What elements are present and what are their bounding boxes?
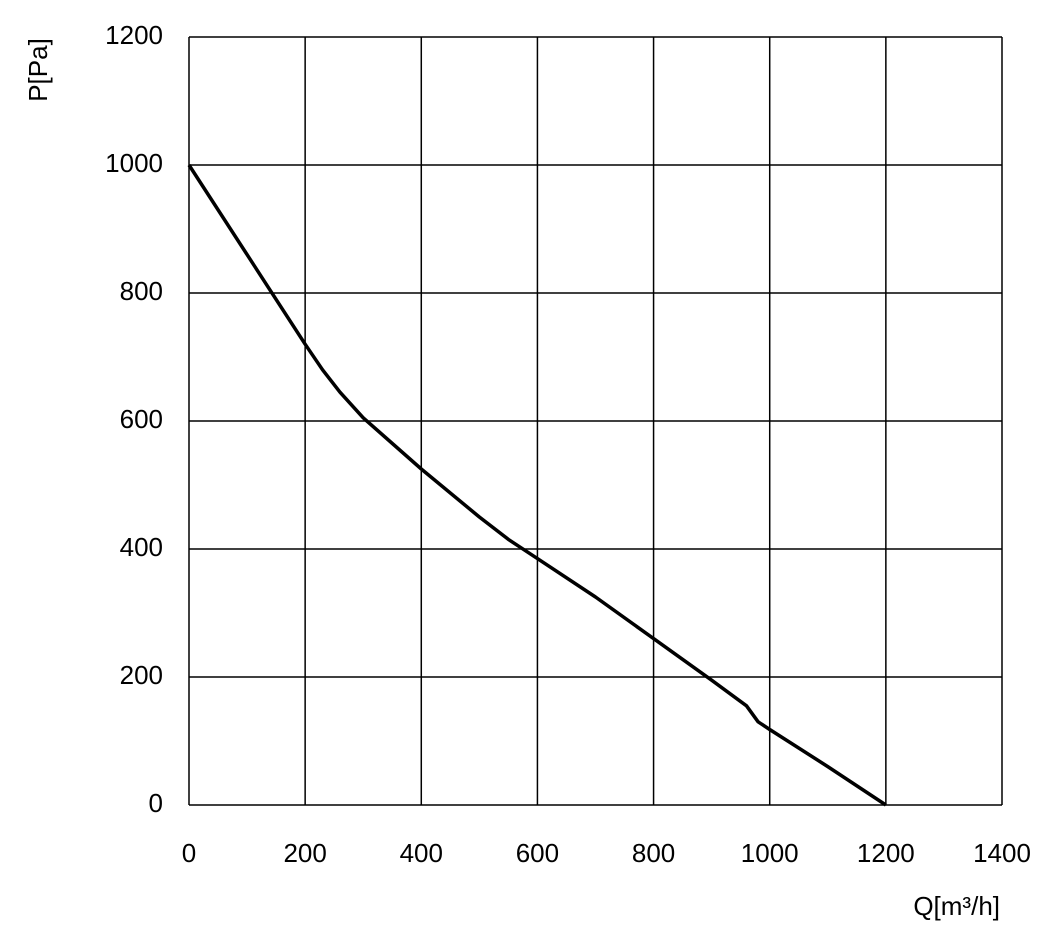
y-tick-label: 200 [120,660,163,690]
x-tick-label: 200 [283,838,326,868]
y-tick-label: 1200 [105,20,163,50]
x-tick-label: 0 [182,838,196,868]
x-tick-label: 600 [516,838,559,868]
x-tick-label: 1400 [973,838,1031,868]
y-tick-label: 1000 [105,148,163,178]
y-tick-label: 800 [120,276,163,306]
curve [187,164,887,807]
x-tick-label: 1200 [857,838,915,868]
x-tick-label: 400 [400,838,443,868]
x-tick-label: 800 [632,838,675,868]
y-tick-label: 400 [120,532,163,562]
x-axis-label: Q[m³/h] [913,891,1000,921]
y-tick-label: 0 [149,788,163,818]
y-axis-label: P[Pa] [23,38,53,102]
y-tick-label: 600 [120,404,163,434]
x-tick-label: 1000 [741,838,799,868]
